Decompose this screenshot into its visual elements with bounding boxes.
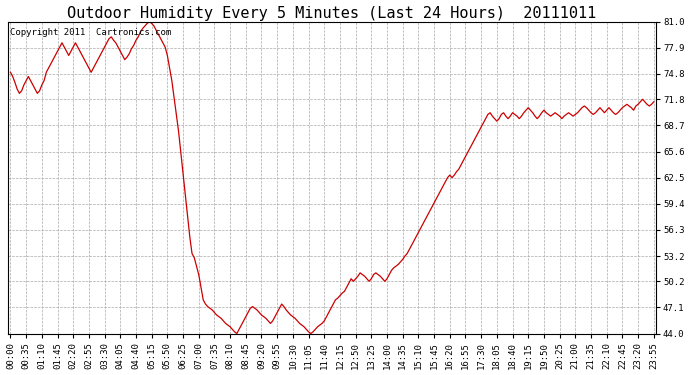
Title: Outdoor Humidity Every 5 Minutes (Last 24 Hours)  20111011: Outdoor Humidity Every 5 Minutes (Last 2… <box>68 6 597 21</box>
Text: Copyright 2011  Cartronics.com: Copyright 2011 Cartronics.com <box>10 28 170 37</box>
